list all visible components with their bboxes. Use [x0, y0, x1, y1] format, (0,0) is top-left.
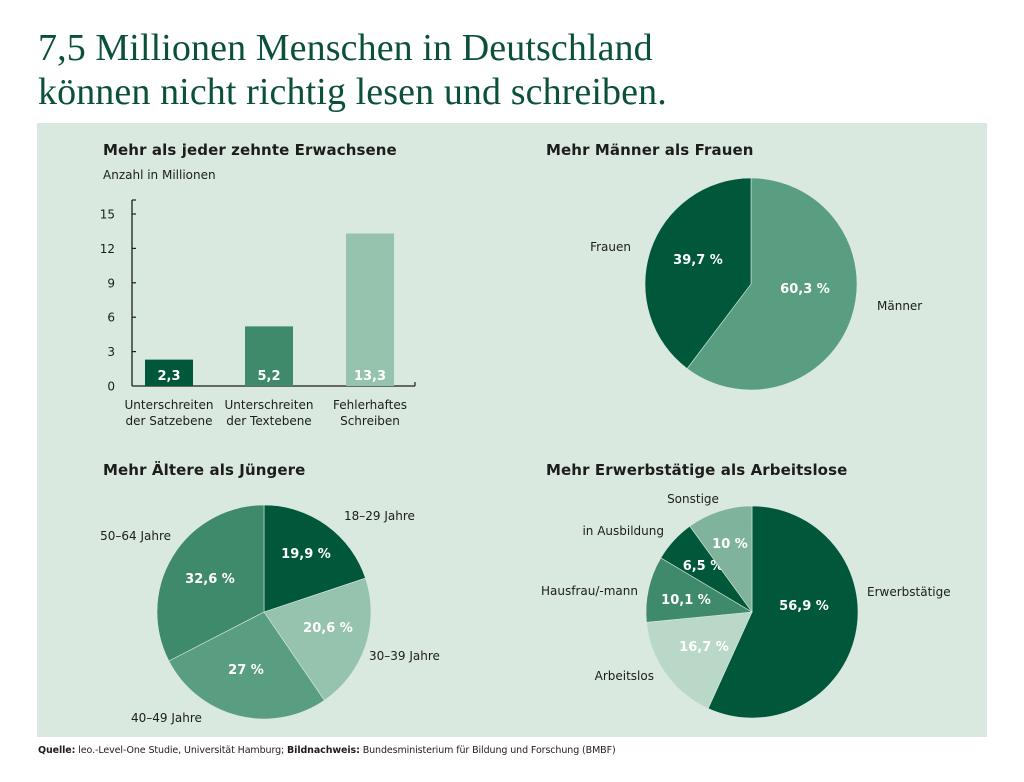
x-category-label: Fehlerhaftes — [333, 398, 407, 412]
headline-line-1: 7,5 Millionen Menschen in Deutschland — [38, 27, 653, 69]
source-text: leo.-Level-One Studie, Universität Hambu… — [75, 745, 288, 756]
bar-value-label: 5,2 — [257, 369, 280, 384]
y-tick-label: 6 — [107, 311, 115, 325]
bar-chart-title: Mehr als jeder zehnte Erwachsene — [103, 141, 397, 159]
bar-chart-ylabel: Anzahl in Millionen — [103, 168, 216, 182]
x-category-label: Schreiben — [340, 414, 400, 428]
age-pie-title: Mehr Ältere als Jüngere — [103, 461, 306, 479]
credit-label: Bildnachweis: — [287, 745, 360, 756]
headline-line-2: können nicht richtig lesen und schreiben… — [38, 71, 667, 113]
x-category-label: Unterschreiten — [225, 398, 314, 412]
y-tick-label: 9 — [107, 276, 115, 290]
bar — [145, 359, 193, 386]
y-tick-label: 15 — [100, 208, 115, 222]
source-label: Quelle: — [38, 745, 76, 756]
x-category-label: der Satzebene — [125, 414, 212, 428]
y-tick-label: 0 — [107, 380, 115, 394]
bar-value-label: 13,3 — [354, 369, 386, 384]
bar-value-label: 2,3 — [157, 369, 180, 384]
employment-pie-title: Mehr Erwerbstätige als Arbeitslose — [546, 461, 848, 479]
bar — [346, 233, 394, 386]
bar — [245, 326, 293, 386]
gender-pie-title: Mehr Männer als Frauen — [546, 141, 754, 159]
x-category-label: der Textebene — [226, 414, 311, 428]
x-category-label: Unterschreiten — [125, 398, 214, 412]
y-tick-label: 12 — [100, 242, 115, 256]
credit-text: Bundesministerium für Bildung und Forsch… — [359, 745, 616, 756]
y-tick-label: 3 — [107, 345, 115, 359]
headline: 7,5 Millionen Menschen in Deutschland kö… — [38, 26, 667, 114]
source-footer: Quelle: leo.-Level-One Studie, Universit… — [38, 745, 616, 756]
